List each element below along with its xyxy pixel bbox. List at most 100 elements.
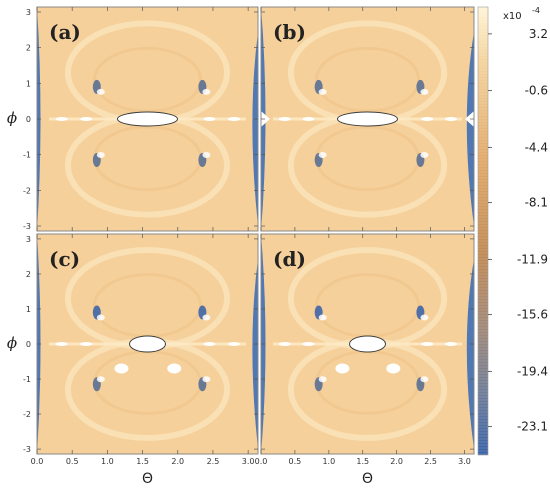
x-axis-label: Θ <box>362 471 373 487</box>
right-white-notch <box>465 111 474 127</box>
right-blue-edge <box>466 32 474 226</box>
central-blob <box>129 335 166 353</box>
streak-highlight <box>203 342 216 346</box>
white-spot <box>386 363 401 374</box>
x-tick-label: 2.5 <box>424 457 437 466</box>
streak-highlight <box>80 342 93 346</box>
y-tick-label: -3 <box>23 222 31 231</box>
white-highlight <box>420 376 429 383</box>
streak-highlight <box>80 117 93 121</box>
colorbar-tick-label: -15.6 <box>517 308 548 322</box>
white-highlight <box>202 376 211 383</box>
y-axis-label: ϕ <box>7 334 17 352</box>
white-spot <box>114 363 129 374</box>
colorbar-tick-label: 3.2 <box>529 27 548 41</box>
white-highlight <box>202 314 211 321</box>
y-tick-label: 2 <box>26 270 31 279</box>
streak-highlight <box>228 117 241 121</box>
central-blob <box>117 111 178 127</box>
streak-highlight <box>444 117 457 121</box>
x-tick-label: 2.0 <box>390 457 403 466</box>
white-highlight <box>420 152 429 159</box>
x-tick-label: 3.0 <box>242 457 255 466</box>
x-tick-label: 1.0 <box>101 457 114 466</box>
streak-highlight <box>55 117 68 121</box>
x-tick-label: 0.5 <box>289 457 302 466</box>
y-tick-label: 1 <box>26 79 31 88</box>
colorbar-gradient <box>477 6 489 456</box>
panel-label: (b) <box>273 20 306 44</box>
y-tick-label: -2 <box>23 186 31 195</box>
white-highlight <box>202 88 211 95</box>
colorbar-tick-label: -0.6 <box>525 84 548 98</box>
x-tick-label: 1.0 <box>322 457 335 466</box>
panel-label: (c) <box>49 247 80 271</box>
x-tick-label: 3.0 <box>458 457 471 466</box>
streak-highlight <box>421 117 434 121</box>
panel-label: (d) <box>273 247 306 271</box>
x-tick-label: 0.0 <box>255 457 268 466</box>
streak-highlight <box>444 342 457 346</box>
white-highlight <box>420 314 429 321</box>
streak-highlight <box>302 117 315 121</box>
x-tick-label: 0.0 <box>31 457 44 466</box>
y-tick-label: -1 <box>23 151 31 160</box>
upper-inner-ring <box>92 46 203 113</box>
streak-highlight <box>278 117 291 121</box>
x-tick-label: 1.5 <box>136 457 149 466</box>
y-tick-label: 3 <box>26 8 31 17</box>
white-highlight <box>318 314 327 321</box>
panel-d: 0.0 0.5 1.0 1.5 2.0 2.5 3.0 Θ (d) <box>255 233 475 487</box>
panel-c: 3 2 1 0 -1 -2 -3 ϕ 0.0 0.5 1.0 1.5 2.0 2.5 3.0 Θ (c) <box>7 233 259 487</box>
streak-highlight <box>302 342 315 346</box>
y-tick-label: -3 <box>23 445 31 454</box>
colorbar-exponent-label: x10 <box>503 11 522 22</box>
white-highlight <box>96 152 105 159</box>
y-tick-label: 3 <box>26 235 31 244</box>
white-highlight <box>202 152 211 159</box>
white-highlight <box>318 88 327 95</box>
streak-highlight <box>203 117 216 121</box>
y-tick-label: 0 <box>26 115 31 124</box>
panel-a: 3 2 1 0 -1 -2 -3 ϕ (a) <box>7 6 259 232</box>
right-blue-edge <box>466 259 474 449</box>
white-highlight <box>318 376 327 383</box>
streak-highlight <box>278 342 291 346</box>
x-tick-label: 2.5 <box>207 457 220 466</box>
white-highlight <box>420 88 429 95</box>
colorbar-tick-label: -11.9 <box>517 252 548 266</box>
white-spot <box>335 363 350 374</box>
white-spot <box>167 363 182 374</box>
y-tick-label: 0 <box>26 340 31 349</box>
x-axis-label: Θ <box>142 471 153 487</box>
white-highlight <box>96 314 105 321</box>
colorbar-tick-label: -4.4 <box>525 140 548 154</box>
streak-highlight <box>421 342 434 346</box>
y-tick-label: -1 <box>23 375 31 384</box>
colorbar-tick-label: -19.4 <box>517 364 548 378</box>
y-tick-label: -2 <box>23 410 31 419</box>
left-white-notch <box>261 111 270 127</box>
white-highlight <box>96 88 105 95</box>
panel-b: (b) <box>260 6 475 232</box>
central-blob <box>337 111 398 127</box>
x-tick-label: 0.5 <box>66 457 79 466</box>
x-tick-label: 2.0 <box>171 457 184 466</box>
central-blob <box>349 335 386 353</box>
right-blue-edge <box>252 32 258 226</box>
white-highlight <box>318 152 327 159</box>
y-axis-label: ϕ <box>7 109 17 127</box>
panel-label: (a) <box>49 20 81 44</box>
right-blue-edge <box>252 259 258 449</box>
streak-highlight <box>228 342 241 346</box>
colorbar-exponent: -4 <box>532 6 540 15</box>
colorbar-tick-label: -8.1 <box>525 196 548 210</box>
x-tick-label: 1.5 <box>356 457 369 466</box>
upper-inner-ring <box>314 46 421 113</box>
streak-highlight <box>55 342 68 346</box>
white-highlight <box>96 376 105 383</box>
y-tick-label: 2 <box>26 44 31 53</box>
colorbar-tick-label: -23.1 <box>517 420 548 434</box>
